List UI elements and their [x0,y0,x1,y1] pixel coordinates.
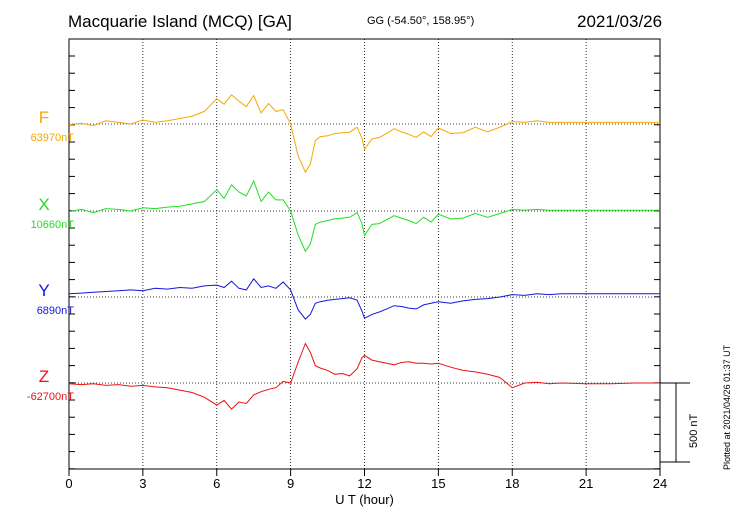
baseline-label-z: -62700nT [26,391,74,403]
x-tick-label: 18 [505,476,519,491]
series-label-x: X [38,195,50,214]
series-line-x [68,179,660,253]
chart-date: 2021/03/26 [577,12,663,31]
station-coordinates: GG (-54.50°, 158.95°) [367,15,475,27]
series-line-z [68,342,660,410]
x-axis-label: U T (hour) [335,492,394,507]
series-label-f: F [38,108,50,127]
series-label-y: Y [38,281,50,300]
x-tick-label: 3 [139,476,146,491]
plot-frame [68,38,661,470]
x-tick-label: 24 [653,476,667,491]
baseline-label-y: 6890nT [36,305,74,317]
series-line-y [68,277,660,320]
x-tick-label: 21 [579,476,593,491]
plot-timestamp: Plotted at 2021/04/26 01:37 UT [722,344,730,470]
x-tick-label: 6 [213,476,220,491]
series-label-z: Z [38,367,50,386]
chart-title: Macquarie Island (MCQ) [GA] [68,12,292,31]
series-line-f [68,94,660,174]
x-tick-label: 9 [287,476,294,491]
x-tick-label: 12 [357,476,371,491]
x-tick-label: 0 [65,476,72,491]
scale-bar-label: 500 nT [688,413,700,448]
baseline-label-x: 10660nT [30,219,74,231]
x-tick-label: 15 [431,476,445,491]
baseline-label-f: 63970nT [30,132,74,144]
